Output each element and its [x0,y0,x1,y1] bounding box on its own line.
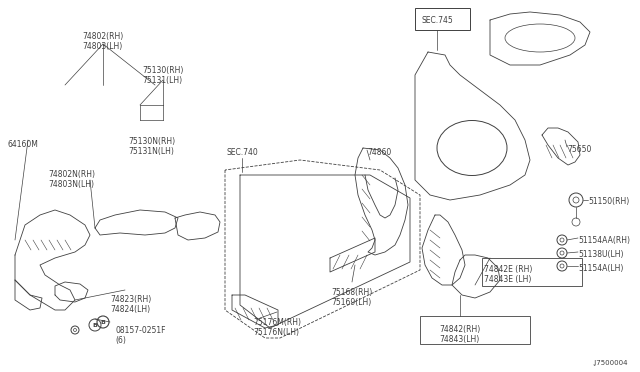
Text: SEC.745: SEC.745 [421,16,453,25]
Text: 75130N(RH)
75131N(LH): 75130N(RH) 75131N(LH) [129,137,175,156]
Text: SEC.740: SEC.740 [226,148,258,157]
Text: 75130(RH)
75131(LH): 75130(RH) 75131(LH) [142,66,184,86]
Text: 64160M: 64160M [8,140,39,149]
Text: 51138U(LH): 51138U(LH) [578,250,623,259]
Text: 75176M(RH)
75176N(LH): 75176M(RH) 75176N(LH) [253,318,301,337]
Text: 74802N(RH)
74803N(LH): 74802N(RH) 74803N(LH) [49,170,95,189]
Text: 74842(RH)
74843(LH): 74842(RH) 74843(LH) [440,325,481,344]
Text: 75650: 75650 [567,145,591,154]
Text: B: B [100,320,106,325]
Text: 74802(RH)
74803(LH): 74802(RH) 74803(LH) [83,32,124,51]
Text: 08157-0251F
(6): 08157-0251F (6) [115,326,166,345]
Text: 74823(RH)
74824(LH): 74823(RH) 74824(LH) [110,295,152,314]
Text: 75168(RH)
75169(LH): 75168(RH) 75169(LH) [332,288,372,307]
Text: 51150(RH): 51150(RH) [588,197,629,206]
Text: B: B [93,323,97,328]
Text: 74842E (RH)
74843E (LH): 74842E (RH) 74843E (LH) [484,265,532,285]
Text: 51154AA(RH): 51154AA(RH) [578,236,630,245]
Text: .J7500004: .J7500004 [593,360,628,366]
Text: 51154A(LH): 51154A(LH) [578,264,623,273]
Text: 74860: 74860 [367,148,391,157]
